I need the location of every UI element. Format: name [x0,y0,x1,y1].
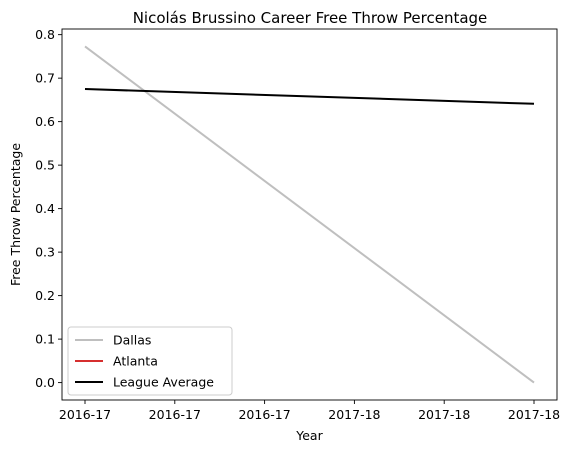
x-tick-label: 2017-18 [418,407,470,422]
legend-label: Atlanta [113,354,158,369]
x-axis: 2016-17 2016-17 2016-17 2017-18 2017-18 2017-… [59,400,560,422]
legend-label: League Average [113,375,214,390]
y-axis: 0.0 0.1 0.2 0.3 0.4 0.5 0.6 0.7 0.8 [35,27,62,390]
plot-area [61,28,558,401]
y-tick-label: 0.8 [35,27,55,42]
x-tick-label: 2016-17 [238,407,290,422]
y-tick-label: 0.2 [35,288,55,303]
y-tick-label: 0.6 [35,114,55,129]
legend: Dallas Atlanta League Average [67,326,233,396]
x-tick-label: 2017-18 [328,407,380,422]
series-line-dallas [84,45,535,384]
x-tick-label: 2016-17 [59,407,111,422]
y-tick-label: 0.1 [35,332,55,347]
legend-label: Dallas [113,333,151,348]
y-tick-label: 0.7 [35,71,55,86]
legend-box [67,326,233,396]
series-line-league-average [84,88,535,105]
y-tick-label: 0.5 [35,158,55,173]
y-axis-label: Free Throw Percentage [8,143,23,286]
x-tick-label: 2016-17 [149,407,201,422]
x-axis-label: Year [295,428,323,443]
y-tick-label: 0.0 [35,375,55,390]
series-layer [84,45,535,384]
y-tick-label: 0.3 [35,245,55,260]
x-tick-label: 2017-18 [508,407,560,422]
y-tick-label: 0.4 [35,201,55,216]
chart-title: Nicolás Brussino Career Free Throw Perce… [133,9,488,27]
